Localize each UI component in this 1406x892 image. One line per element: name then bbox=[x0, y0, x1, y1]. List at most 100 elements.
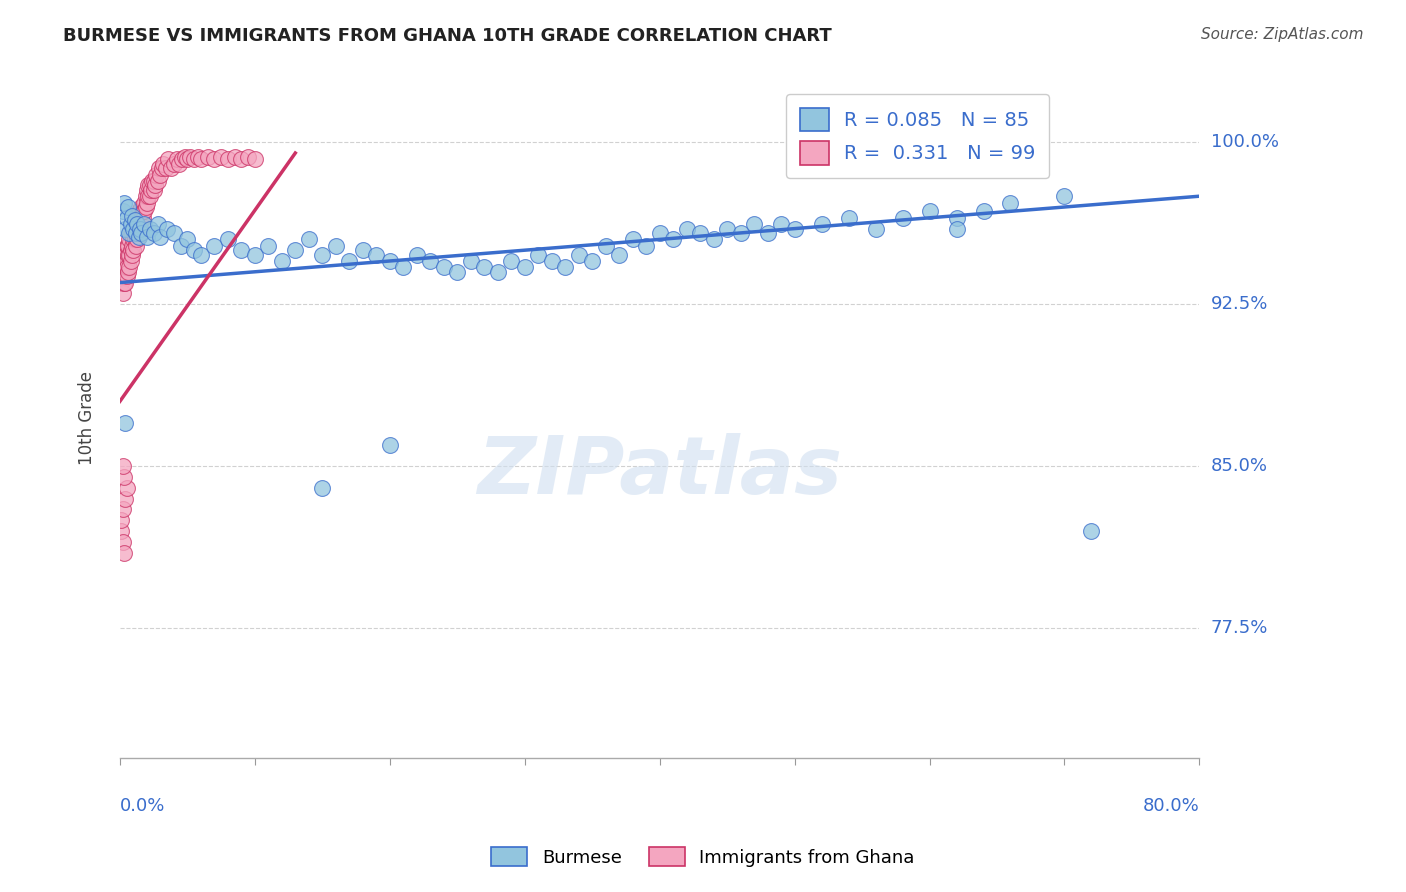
Point bbox=[662, 232, 685, 246]
Point bbox=[114, 247, 136, 261]
Point bbox=[1080, 524, 1102, 538]
Point bbox=[197, 150, 219, 164]
Point bbox=[112, 254, 135, 268]
Text: Source: ZipAtlas.com: Source: ZipAtlas.com bbox=[1201, 27, 1364, 42]
Point bbox=[112, 276, 135, 290]
Point bbox=[554, 260, 576, 275]
Point bbox=[176, 232, 198, 246]
Legend: Burmese, Immigrants from Ghana: Burmese, Immigrants from Ghana bbox=[484, 840, 922, 874]
Point bbox=[117, 200, 139, 214]
Point bbox=[838, 211, 860, 225]
Point bbox=[689, 226, 711, 240]
Point bbox=[311, 247, 333, 261]
Point bbox=[134, 204, 156, 219]
Point bbox=[146, 217, 169, 231]
Point bbox=[366, 247, 388, 261]
Point bbox=[136, 189, 159, 203]
Text: BURMESE VS IMMIGRANTS FROM GHANA 10TH GRADE CORRELATION CHART: BURMESE VS IMMIGRANTS FROM GHANA 10TH GR… bbox=[63, 27, 832, 45]
Point bbox=[118, 232, 141, 246]
Point bbox=[132, 211, 155, 225]
Point bbox=[134, 217, 156, 231]
Point bbox=[115, 211, 138, 225]
Point bbox=[152, 157, 174, 171]
Point bbox=[202, 239, 225, 253]
Point bbox=[352, 243, 374, 257]
Point bbox=[111, 265, 134, 279]
Point bbox=[378, 437, 401, 451]
Point bbox=[783, 221, 806, 235]
Point bbox=[419, 254, 441, 268]
Point bbox=[111, 204, 134, 219]
Point bbox=[118, 247, 141, 261]
Point bbox=[284, 243, 307, 257]
Point bbox=[865, 221, 887, 235]
Point bbox=[163, 157, 186, 171]
Point bbox=[120, 254, 142, 268]
Point bbox=[581, 254, 603, 268]
Point bbox=[128, 230, 150, 244]
Point bbox=[243, 153, 266, 167]
Point bbox=[209, 150, 232, 164]
Point bbox=[675, 221, 697, 235]
Point bbox=[231, 243, 253, 257]
Point bbox=[132, 204, 155, 219]
Point bbox=[110, 524, 132, 538]
Point bbox=[111, 243, 134, 257]
Point bbox=[183, 243, 205, 257]
Point bbox=[114, 276, 136, 290]
Point bbox=[111, 502, 134, 516]
Point bbox=[236, 150, 259, 164]
Point bbox=[501, 254, 523, 268]
Point bbox=[945, 221, 967, 235]
Point bbox=[122, 243, 145, 257]
Point bbox=[378, 254, 401, 268]
Point bbox=[111, 459, 134, 474]
Point bbox=[231, 153, 253, 167]
Point bbox=[138, 189, 160, 203]
Point bbox=[527, 247, 550, 261]
Point bbox=[217, 232, 239, 246]
Point bbox=[122, 221, 145, 235]
Point bbox=[124, 217, 146, 231]
Point bbox=[141, 174, 163, 188]
Point bbox=[224, 150, 246, 164]
Point bbox=[973, 204, 995, 219]
Point bbox=[142, 226, 165, 240]
Point bbox=[149, 230, 172, 244]
Point bbox=[173, 150, 195, 164]
Point bbox=[183, 153, 205, 167]
Point bbox=[392, 260, 415, 275]
Point bbox=[125, 226, 148, 240]
Point bbox=[115, 269, 138, 284]
Point bbox=[121, 226, 143, 240]
Point bbox=[135, 183, 157, 197]
Point bbox=[243, 247, 266, 261]
Point bbox=[114, 491, 136, 506]
Point bbox=[945, 211, 967, 225]
Point bbox=[730, 226, 752, 240]
Point bbox=[703, 232, 725, 246]
Point bbox=[142, 183, 165, 197]
Point bbox=[131, 200, 153, 214]
Point bbox=[112, 195, 135, 210]
Point bbox=[117, 265, 139, 279]
Point bbox=[112, 269, 135, 284]
Point bbox=[136, 178, 159, 193]
Point bbox=[150, 161, 173, 175]
Point bbox=[128, 204, 150, 219]
Point bbox=[179, 150, 201, 164]
Point bbox=[607, 247, 630, 261]
Point bbox=[134, 200, 156, 214]
Text: 80.0%: 80.0% bbox=[1143, 797, 1199, 814]
Point bbox=[135, 230, 157, 244]
Point bbox=[472, 260, 495, 275]
Point bbox=[621, 232, 644, 246]
Point bbox=[756, 226, 779, 240]
Point bbox=[202, 153, 225, 167]
Point bbox=[513, 260, 536, 275]
Point bbox=[486, 265, 509, 279]
Point bbox=[810, 217, 832, 231]
Point bbox=[160, 161, 183, 175]
Point bbox=[446, 265, 468, 279]
Point bbox=[129, 226, 152, 240]
